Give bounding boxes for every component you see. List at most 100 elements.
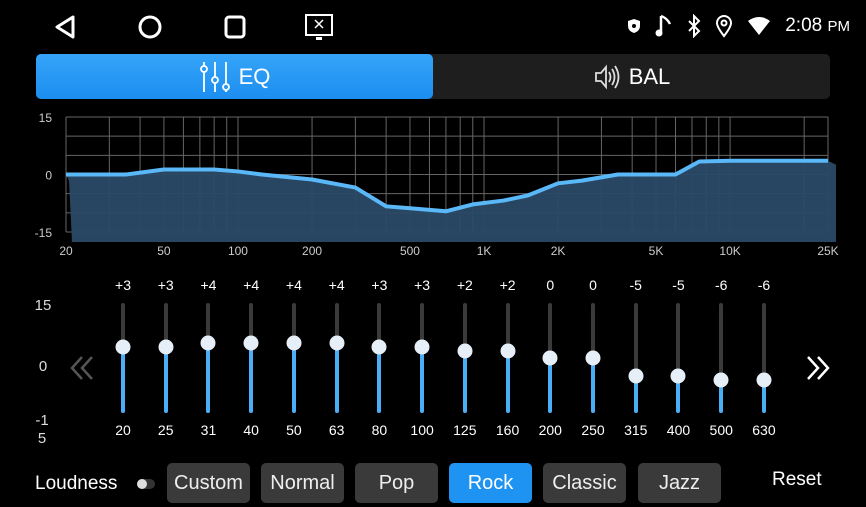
scale-label-max: 15 bbox=[34, 297, 52, 314]
y-tick-label: 0 bbox=[45, 169, 52, 183]
bluetooth-icon bbox=[688, 14, 701, 38]
eq-response-chart: 15 0 -15 20 50 100 200 500 1K 2K 5K 10K 25K bbox=[35, 111, 839, 258]
band-slider-handle[interactable] bbox=[500, 343, 516, 359]
band-slider-handle[interactable] bbox=[371, 339, 387, 355]
band-frequency: 630 bbox=[752, 422, 776, 438]
recents-icon[interactable] bbox=[223, 14, 247, 40]
band-slider-handle[interactable] bbox=[457, 343, 473, 359]
band-frequency: 250 bbox=[581, 422, 605, 438]
tab-bal[interactable]: BAL bbox=[433, 54, 830, 99]
band-value: +3 bbox=[115, 277, 131, 293]
band-frequency: 315 bbox=[624, 422, 648, 438]
band-frequency: 80 bbox=[371, 422, 388, 438]
band-value: +2 bbox=[499, 277, 516, 293]
band-slider-handle[interactable] bbox=[115, 339, 131, 355]
double-chevron-left-icon[interactable] bbox=[68, 354, 96, 382]
band-slider-handle[interactable] bbox=[542, 350, 558, 366]
band-slider-handle[interactable] bbox=[756, 372, 772, 388]
preset-classic-button[interactable]: Classic bbox=[543, 463, 626, 503]
band-slider-fill bbox=[719, 380, 724, 413]
band-slider-fill bbox=[291, 343, 296, 413]
speaker-icon bbox=[594, 64, 620, 89]
tab-bal-label: BAL bbox=[628, 63, 671, 89]
band-slider-handle[interactable] bbox=[286, 335, 302, 351]
x-tick-label: 5K bbox=[649, 244, 664, 258]
band-slider-handle[interactable] bbox=[414, 339, 430, 355]
band-slider-track[interactable] bbox=[249, 303, 254, 413]
preset-custom-button[interactable]: Custom bbox=[167, 463, 250, 503]
double-chevron-right-icon[interactable] bbox=[804, 354, 832, 382]
x-tick-label: 100 bbox=[228, 244, 248, 258]
band-frequency: 63 bbox=[328, 422, 345, 438]
band-slider-handle[interactable] bbox=[200, 335, 216, 351]
band-frequency: 200 bbox=[538, 422, 562, 438]
sliders-icon bbox=[199, 61, 230, 92]
scale-label-min: -15 bbox=[35, 412, 49, 447]
preset-jazz-button[interactable]: Jazz bbox=[638, 463, 721, 503]
band-value: -6 bbox=[714, 277, 728, 293]
band-slider-fill bbox=[249, 343, 254, 413]
loudness-toggle[interactable] bbox=[137, 479, 155, 489]
band-value: -5 bbox=[629, 277, 642, 293]
status-bar: 2:08 PM bbox=[627, 14, 850, 38]
band-frequency: 31 bbox=[200, 422, 217, 438]
band-slider-track[interactable] bbox=[719, 303, 724, 413]
band-slider-track[interactable] bbox=[334, 303, 339, 413]
x-tick-label: 2K bbox=[551, 244, 566, 258]
scale-label-zero: 0 bbox=[38, 358, 48, 375]
location-icon bbox=[716, 15, 733, 38]
band-slider-handle[interactable] bbox=[243, 335, 259, 351]
band-value: +4 bbox=[243, 277, 260, 293]
band-slider-track[interactable] bbox=[420, 303, 425, 413]
band-slider-handle[interactable] bbox=[158, 339, 174, 355]
response-area bbox=[66, 160, 836, 242]
band-slider-handle[interactable] bbox=[670, 368, 686, 384]
y-tick-label: -15 bbox=[35, 226, 53, 240]
band-slider-fill bbox=[377, 347, 382, 413]
band-slider-track[interactable] bbox=[761, 303, 766, 413]
loudness-label: Loudness bbox=[35, 473, 118, 494]
x-tick-label: 20 bbox=[59, 244, 73, 258]
band-slider-fill bbox=[334, 343, 339, 413]
y-tick-label: 15 bbox=[39, 111, 53, 125]
band-frequency: 50 bbox=[286, 422, 302, 438]
preset-pop-button[interactable]: Pop bbox=[355, 463, 438, 503]
band-slider-track[interactable] bbox=[121, 303, 125, 413]
wifi-icon bbox=[748, 17, 771, 35]
band-frequency: 40 bbox=[243, 422, 259, 438]
preset-normal-button[interactable]: Normal bbox=[261, 463, 344, 503]
band-value: +3 bbox=[371, 277, 388, 293]
band-slider-track[interactable] bbox=[206, 303, 211, 413]
x-tick-label: 50 bbox=[157, 244, 171, 258]
band-slider-track[interactable] bbox=[291, 303, 296, 413]
back-icon[interactable] bbox=[53, 14, 77, 40]
band-slider-fill bbox=[206, 343, 211, 413]
band-slider-fill bbox=[121, 347, 125, 413]
band-slider-track[interactable] bbox=[163, 303, 168, 413]
band-slider-track[interactable] bbox=[377, 303, 382, 413]
preset-rock-button[interactable]: Rock bbox=[449, 463, 532, 503]
band-value: +4 bbox=[200, 277, 217, 293]
screen-off-icon[interactable] bbox=[304, 13, 334, 41]
band-slider-fill bbox=[420, 347, 425, 413]
shield-icon bbox=[628, 19, 641, 33]
band-slider-fill bbox=[505, 350, 510, 413]
band-slider-handle[interactable] bbox=[628, 368, 644, 384]
tab-bar: EQ BAL bbox=[36, 54, 830, 99]
band-value: 0 bbox=[546, 277, 555, 293]
home-icon[interactable] bbox=[137, 14, 163, 40]
band-slider-handle[interactable] bbox=[713, 372, 729, 388]
band-frequency: 160 bbox=[495, 422, 520, 438]
reset-button[interactable]: Reset bbox=[772, 469, 822, 490]
band-slider-fill bbox=[633, 376, 638, 413]
band-slider-track[interactable] bbox=[676, 303, 681, 413]
band-slider-handle[interactable] bbox=[585, 350, 601, 366]
band-slider-track[interactable] bbox=[633, 303, 638, 413]
loudness-toggle-knob bbox=[137, 479, 147, 489]
band-frequency: 125 bbox=[453, 422, 477, 438]
band-slider-handle[interactable] bbox=[329, 335, 345, 351]
band-value: 0 bbox=[589, 277, 597, 293]
tab-eq[interactable]: EQ bbox=[36, 54, 433, 99]
x-tick-label: 500 bbox=[400, 244, 420, 258]
x-tick-label: 200 bbox=[302, 244, 322, 258]
